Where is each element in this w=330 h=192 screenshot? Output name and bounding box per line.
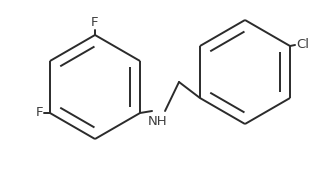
Text: Cl: Cl: [296, 37, 309, 50]
Text: F: F: [91, 16, 99, 29]
Text: NH: NH: [148, 115, 168, 128]
Text: F: F: [35, 107, 43, 119]
